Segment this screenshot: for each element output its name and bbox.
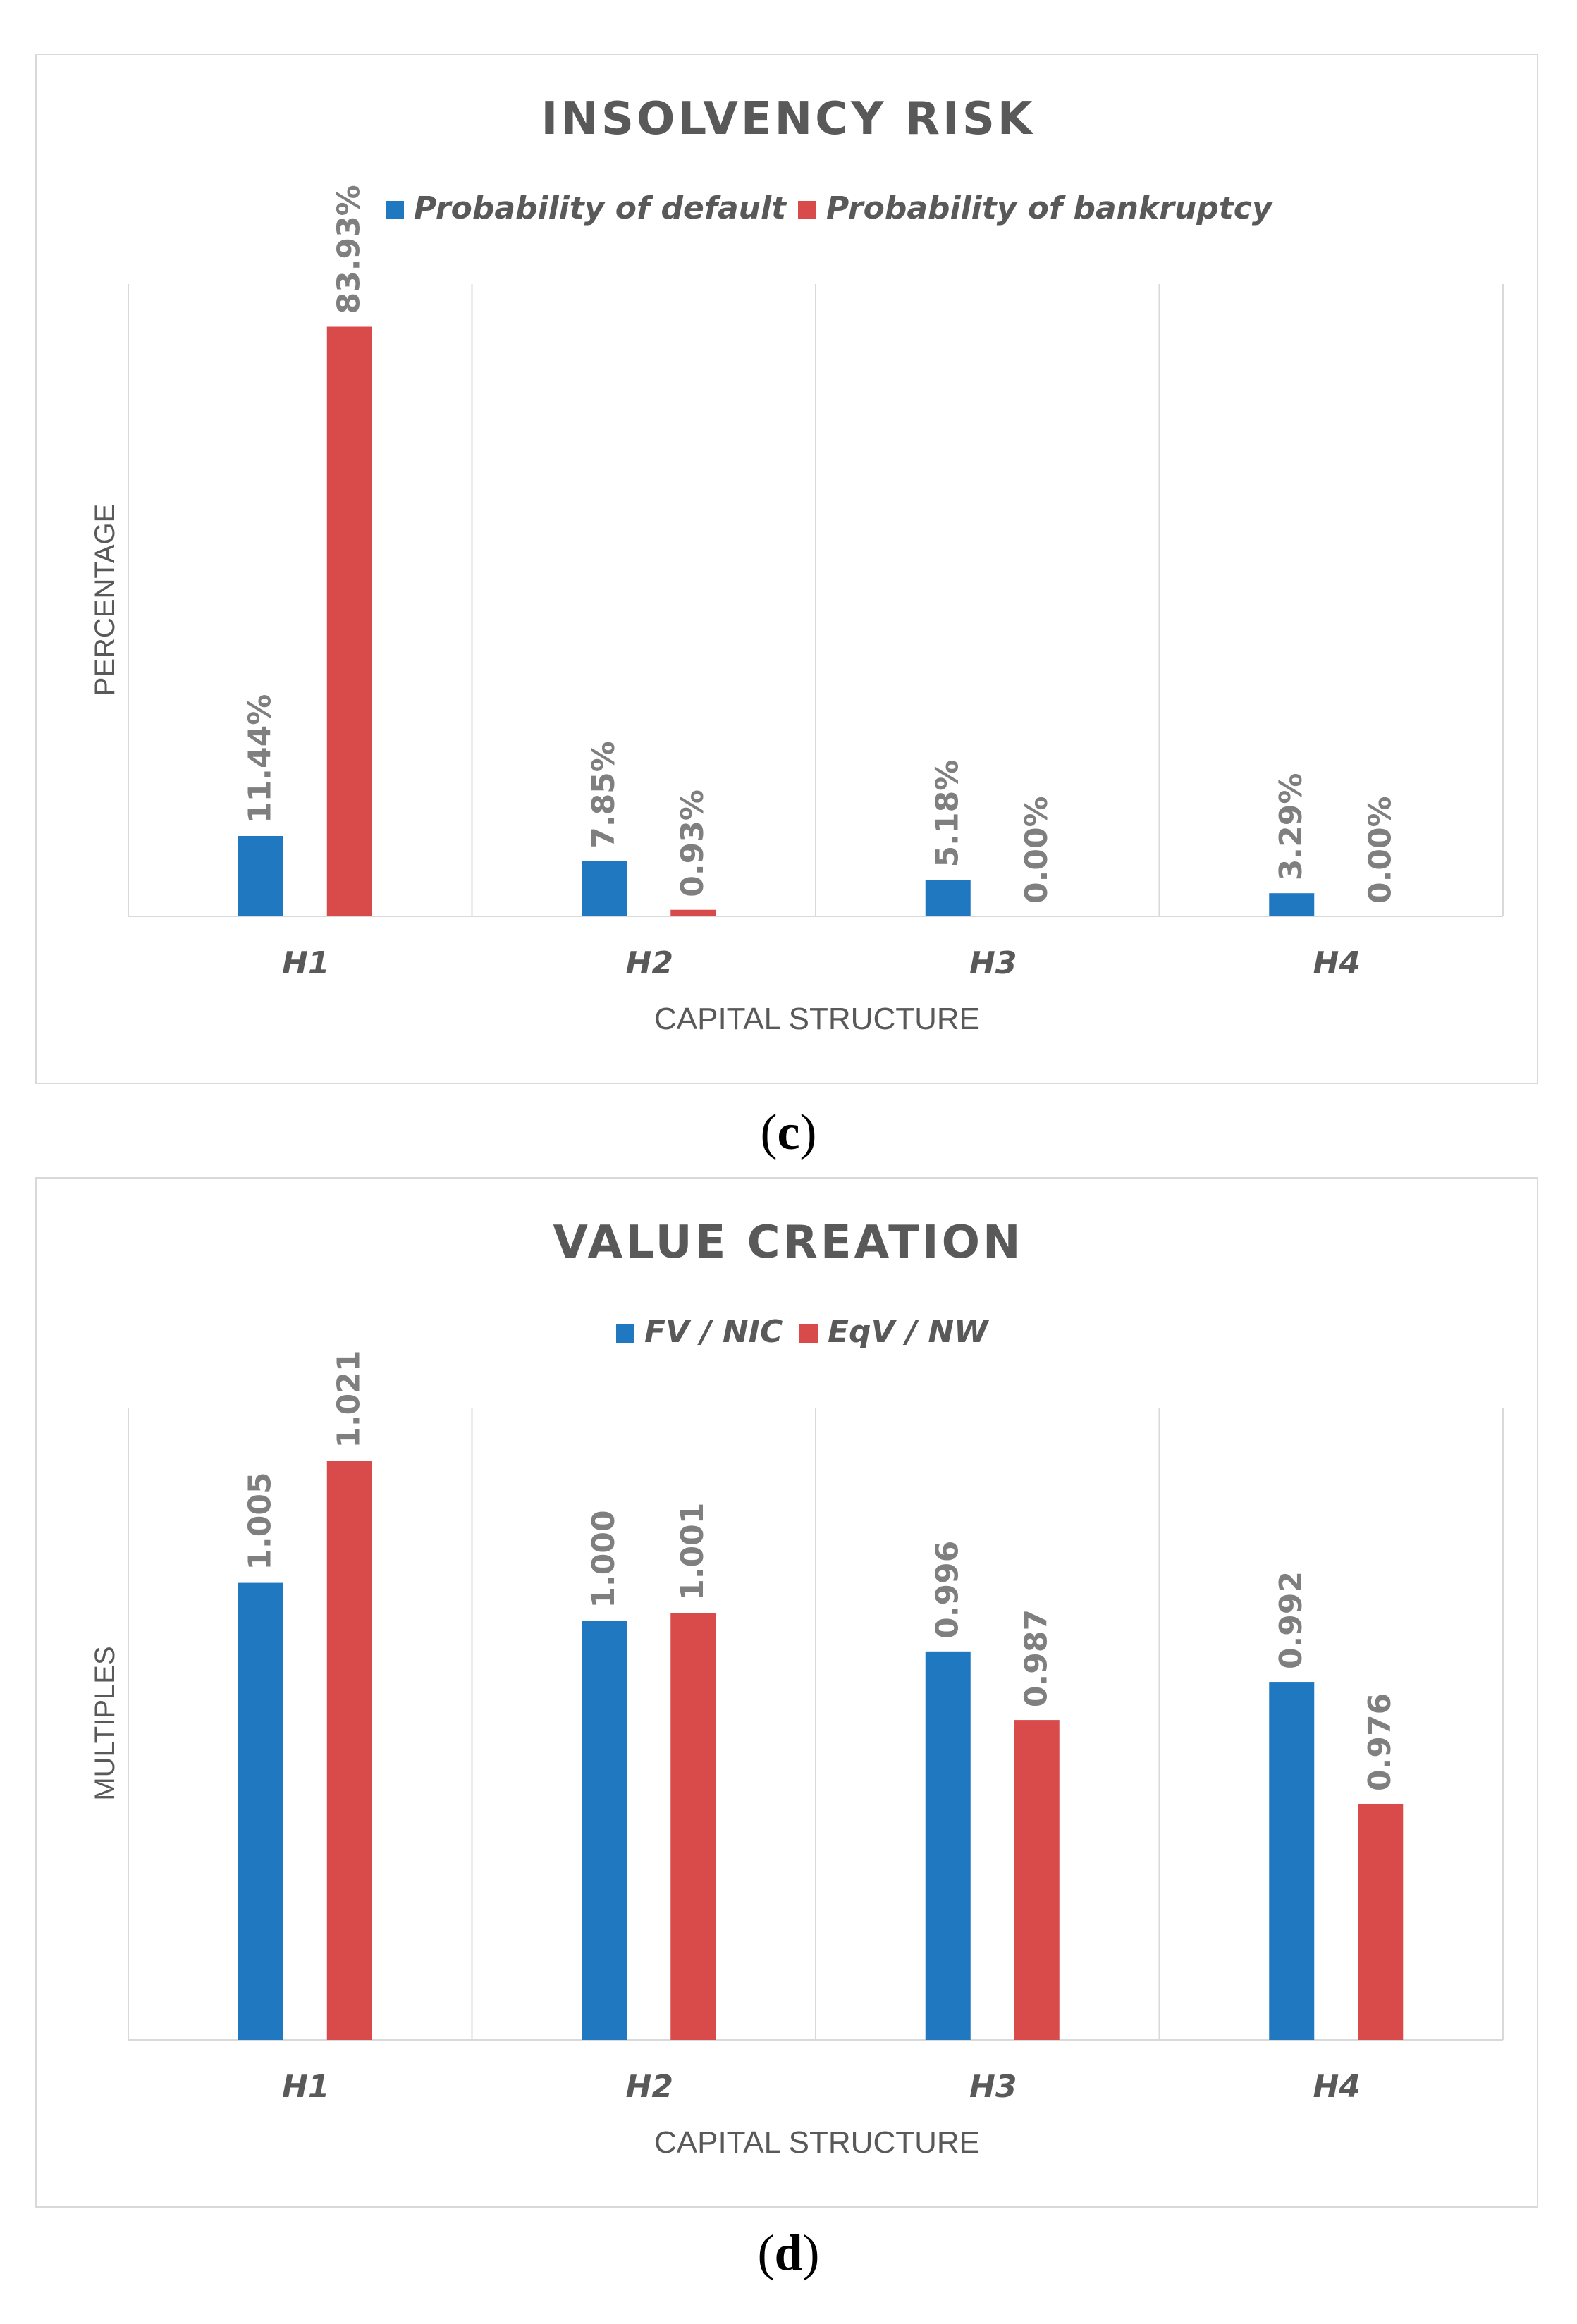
bar-h2-series-2 [670, 1613, 716, 2040]
bar-h4-series-1 [1269, 1682, 1315, 2040]
x-axis-title: CAPITAL STRUCTURE [654, 2125, 980, 2160]
chart-title: VALUE CREATION [553, 1217, 1023, 1269]
legend-swatch-2 [799, 1324, 818, 1343]
category-label-h2: H2 [626, 945, 673, 981]
bar-h3-series-2 [1014, 1720, 1060, 2040]
category-label-h2: H2 [626, 2069, 673, 2105]
bar-h2-series-2 [670, 909, 716, 916]
data-label-h4-series-1: 3.29% [1273, 773, 1309, 881]
value-creation-chart: VALUE CREATION FV / NIC EqV / NW 1.005 1.021… [90, 1217, 1504, 2160]
caption-c: (c) [760, 1104, 817, 1160]
category-label-h4: H4 [1313, 945, 1361, 981]
data-label-h3-series-1: 5.18% [930, 760, 966, 868]
bar-h3-series-1 [925, 1651, 971, 2040]
insolvency-risk-chart: INSOLVENCY RISK Probability of default Pro… [90, 93, 1504, 1036]
chart-panel-insolvency-risk: INSOLVENCY RISK Probability of default Pro… [35, 54, 1538, 1084]
bar-h4-series-2 [1358, 1803, 1404, 2040]
legend-swatch-2 [798, 201, 816, 219]
bar-h1-series-1 [238, 1582, 283, 2040]
data-label-h3-series-1: 0.996 [930, 1541, 966, 1639]
category-label-h1: H1 [282, 2069, 329, 2105]
data-label-h1-series-1: 1.005 [243, 1472, 278, 1570]
legend-swatch-1 [386, 201, 404, 219]
data-label-h1-series-1: 11.44% [243, 694, 278, 823]
data-label-h2-series-2: 0.93% [675, 789, 711, 897]
legend-label-1: FV / NIC [644, 1314, 783, 1350]
data-label-h3-series-2: 0.987 [1019, 1609, 1055, 1707]
data-label-h1-series-2: 1.021 [331, 1350, 367, 1448]
caption-d: (d) [757, 2225, 820, 2281]
x-axis-title: CAPITAL STRUCTURE [654, 1002, 980, 1036]
data-label-h4-series-2: 0.976 [1362, 1693, 1398, 1791]
data-label-h4-series-1: 0.992 [1273, 1571, 1309, 1669]
legend-swatch-1 [616, 1324, 634, 1343]
category-label-h4: H4 [1313, 2069, 1361, 2105]
category-label-h3: H3 [969, 945, 1017, 981]
legend-label-2: Probability of bankruptcy [826, 190, 1274, 226]
legend-label-2: EqV / NW [828, 1314, 990, 1350]
bar-h1-series-2 [326, 1461, 372, 2040]
chart-panel-value-creation: VALUE CREATION FV / NIC EqV / NW 1.005 1.021… [35, 1177, 1538, 2208]
bar-h1-series-1 [238, 835, 283, 916]
chart-title: INSOLVENCY RISK [541, 93, 1035, 145]
data-label-h4-series-2: 0.00% [1362, 796, 1398, 904]
bar-h3-series-1 [925, 880, 971, 916]
category-label-h3: H3 [969, 2069, 1017, 2105]
data-label-h2-series-1: 7.85% [586, 741, 622, 849]
bar-h1-series-2 [326, 326, 372, 916]
bar-h4-series-1 [1269, 893, 1315, 916]
data-label-h1-series-2: 83.93% [331, 185, 367, 314]
data-label-h3-series-2: 0.00% [1019, 796, 1055, 904]
y-axis-title: PERCENTAGE [90, 504, 121, 696]
category-label-h1: H1 [282, 945, 329, 981]
data-label-h2-series-1: 1.000 [586, 1510, 622, 1608]
bar-h2-series-1 [582, 861, 627, 916]
data-label-h2-series-2: 1.001 [675, 1503, 711, 1601]
bar-h2-series-1 [582, 1621, 627, 2040]
legend-label-1: Probability of default [414, 190, 787, 226]
y-axis-title: MULTIPLES [90, 1646, 121, 1800]
